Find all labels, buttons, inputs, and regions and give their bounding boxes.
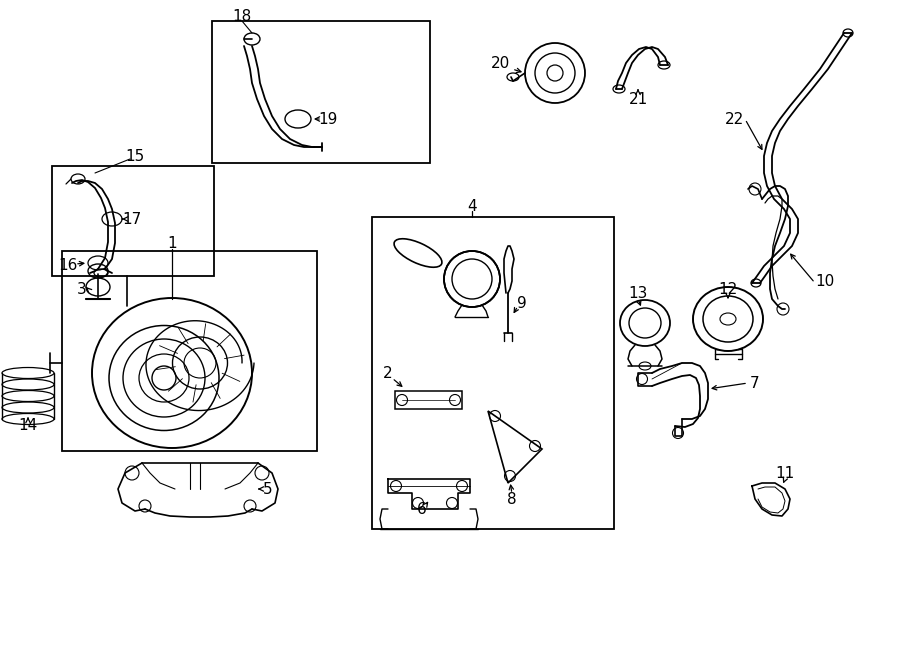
Text: 12: 12: [718, 282, 738, 297]
Bar: [52, 166, 214, 276]
Text: 13: 13: [628, 286, 648, 301]
Text: 10: 10: [815, 274, 834, 288]
Text: 9: 9: [518, 295, 526, 311]
Text: 16: 16: [58, 258, 77, 272]
Text: 8: 8: [508, 492, 517, 506]
Text: 15: 15: [125, 149, 145, 163]
Text: 14: 14: [18, 418, 38, 434]
Text: 22: 22: [725, 112, 744, 126]
Text: 20: 20: [491, 56, 509, 71]
Text: 17: 17: [122, 212, 141, 227]
Text: 4: 4: [467, 198, 477, 214]
Text: 7: 7: [751, 375, 760, 391]
Text: 2: 2: [383, 366, 392, 381]
Bar: [62, 251, 317, 451]
Text: 1: 1: [167, 235, 176, 251]
Text: 3: 3: [77, 282, 87, 297]
Bar: [212, 21, 430, 163]
Text: 5: 5: [263, 481, 273, 496]
Text: 19: 19: [319, 112, 338, 126]
Text: 11: 11: [776, 465, 795, 481]
Bar: [372, 217, 614, 529]
Text: 6: 6: [417, 502, 427, 516]
Text: 18: 18: [232, 9, 252, 24]
Text: 21: 21: [628, 91, 648, 106]
Bar: [395, 391, 462, 409]
